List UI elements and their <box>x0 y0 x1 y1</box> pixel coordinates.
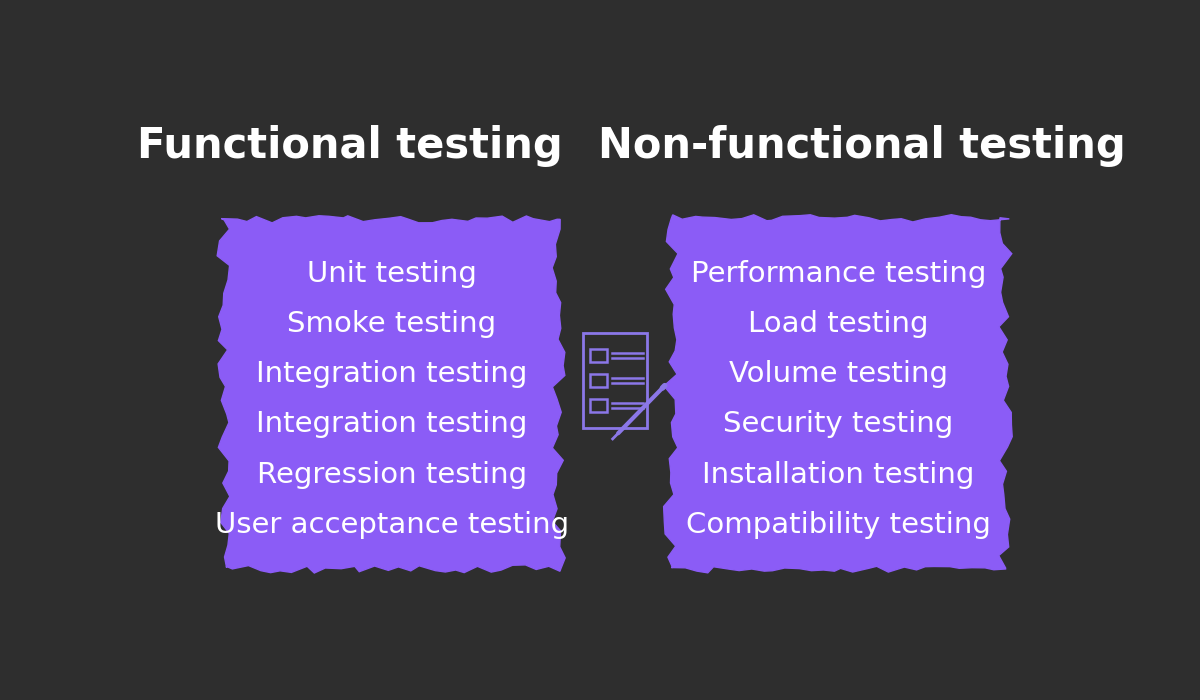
Text: Functional testing: Functional testing <box>137 125 563 167</box>
Text: Performance testing: Performance testing <box>690 260 986 288</box>
Text: Compatibility testing: Compatibility testing <box>685 511 991 539</box>
Text: Integration testing: Integration testing <box>256 360 528 388</box>
Text: Unit testing: Unit testing <box>307 260 476 288</box>
Bar <box>589 349 607 362</box>
Text: Security testing: Security testing <box>724 410 953 438</box>
Text: Integration testing: Integration testing <box>256 410 528 438</box>
Text: Volume testing: Volume testing <box>728 360 948 388</box>
Text: Load testing: Load testing <box>748 310 929 338</box>
Bar <box>583 333 647 428</box>
Bar <box>589 399 607 412</box>
Text: Non-functional testing: Non-functional testing <box>598 125 1126 167</box>
Polygon shape <box>664 215 1013 573</box>
Text: User acceptance testing: User acceptance testing <box>215 511 569 539</box>
Text: Installation testing: Installation testing <box>702 461 974 489</box>
Polygon shape <box>217 216 565 573</box>
Text: Smoke testing: Smoke testing <box>287 310 497 338</box>
Bar <box>589 374 607 387</box>
Text: Regression testing: Regression testing <box>257 461 527 489</box>
